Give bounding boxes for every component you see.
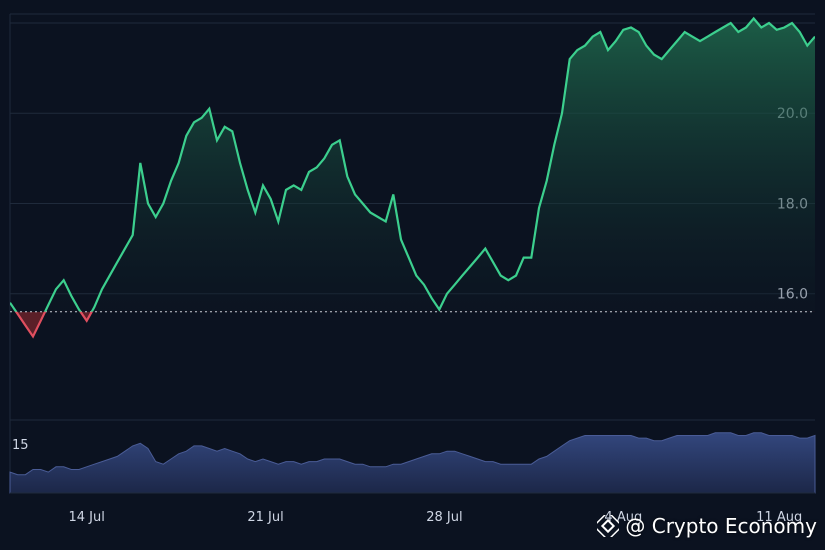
volume-area bbox=[9, 432, 816, 494]
binance-diamond-icon bbox=[597, 515, 620, 537]
x-tick-label: 28 Jul bbox=[426, 510, 462, 525]
volume-label: 15 bbox=[12, 438, 29, 453]
x-tick-label: 14 Jul bbox=[68, 510, 104, 525]
watermark: @ Crypto Economy bbox=[597, 514, 817, 538]
area-fill-up bbox=[10, 18, 815, 312]
price-line-up bbox=[10, 16, 815, 312]
x-tick-label: 4 Aug bbox=[604, 510, 642, 525]
x-tick-label: 11 Aug bbox=[756, 510, 802, 525]
x-tick-label: 21 Jul bbox=[247, 510, 283, 525]
watermark-text: @ Crypto Economy bbox=[625, 514, 817, 538]
